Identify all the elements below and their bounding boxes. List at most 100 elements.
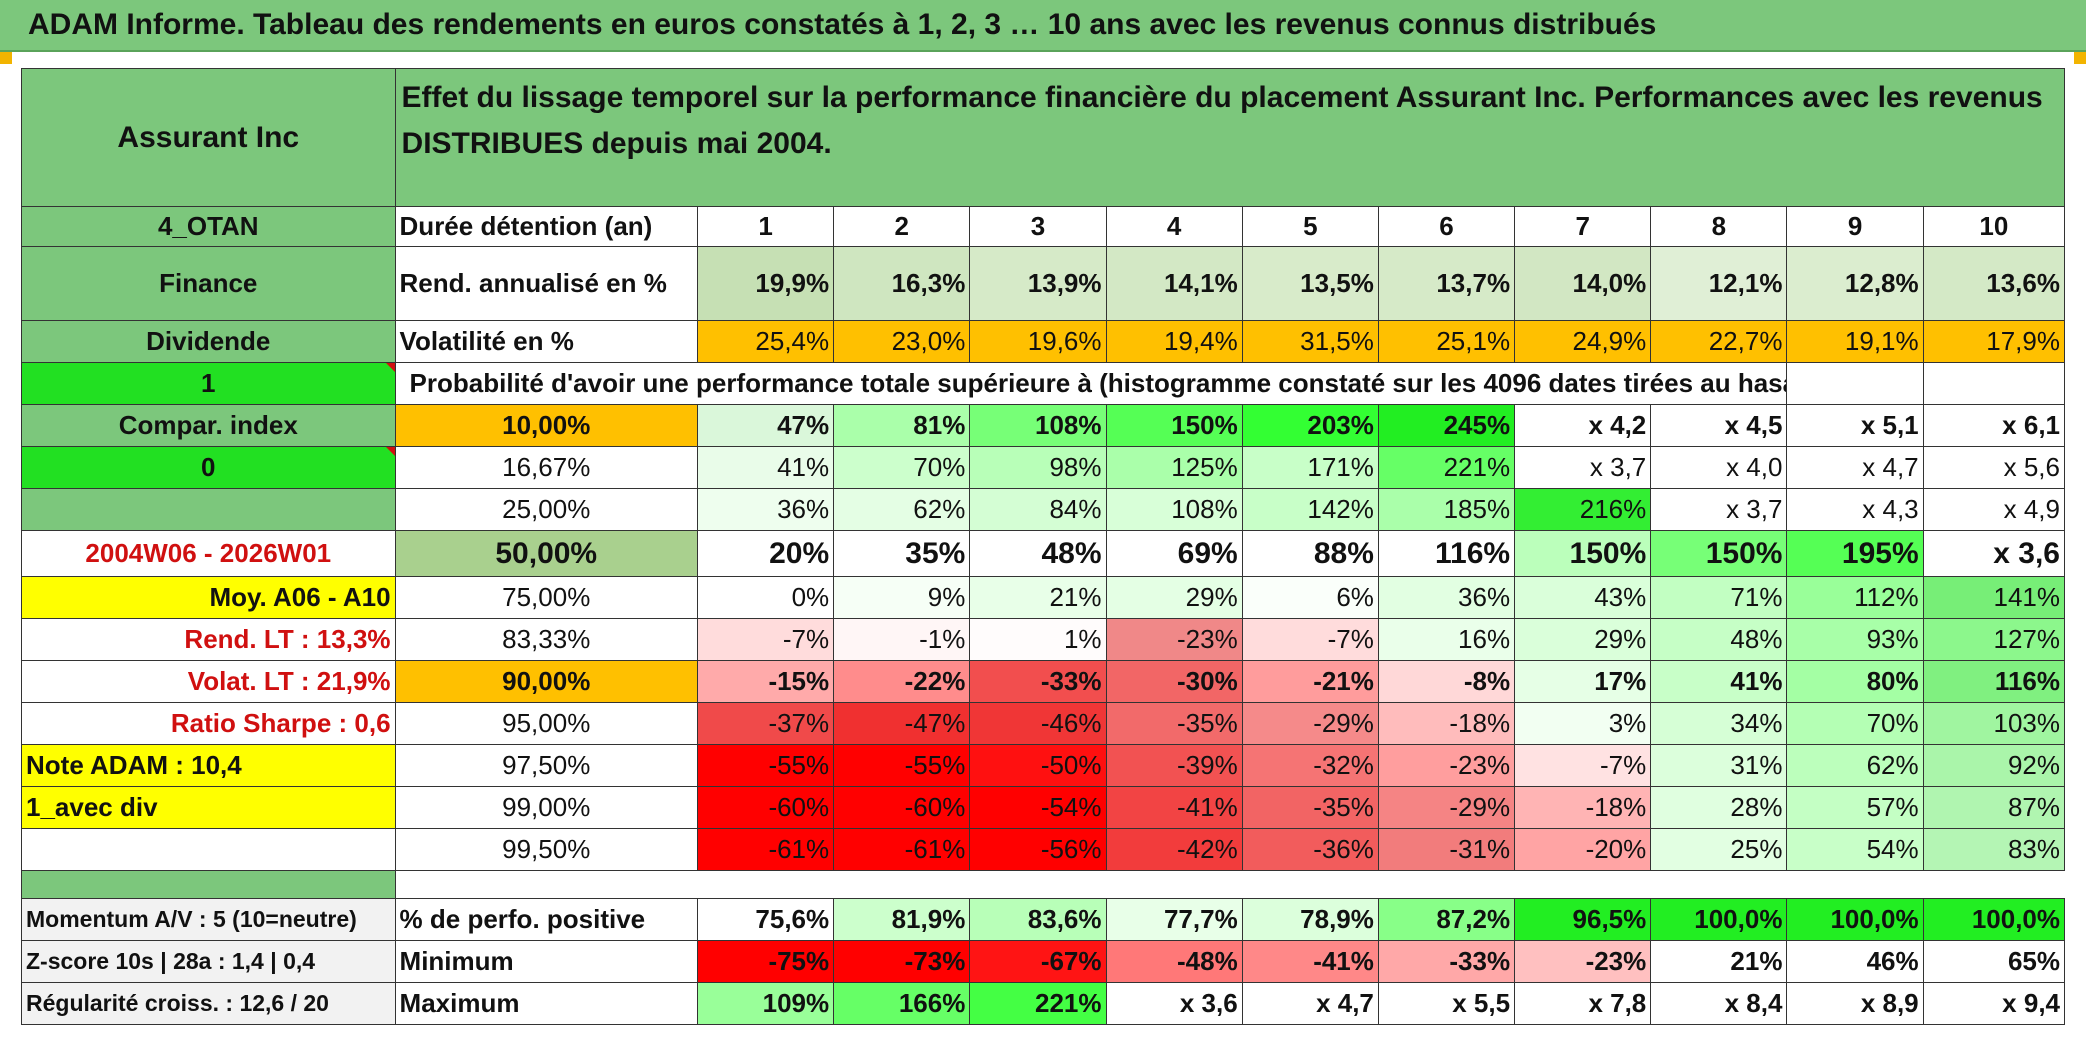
minimum-cell: -48% xyxy=(1105,940,1243,983)
performance-table: Assurant Inc Effet du lissage temporel su… xyxy=(21,68,2066,1025)
percentile-value-cell: 16% xyxy=(1377,618,1516,661)
percentile-value-cell: 62% xyxy=(1786,744,1924,787)
percentile-value-cell: x 5,6 xyxy=(1922,446,2066,489)
volatility-cell: 19,4% xyxy=(1105,320,1243,363)
positive-perf-cell: 87,2% xyxy=(1377,898,1516,941)
maximum-cell: 109% xyxy=(696,982,835,1025)
zscore-label: Z-score 10s | 28a : 1,4 | 0,4 xyxy=(21,940,396,983)
volatility-label: Volatilité en % xyxy=(394,320,698,363)
percentile-value-cell: -20% xyxy=(1514,828,1652,871)
annual-return-cell: 13,6% xyxy=(1922,246,2066,321)
percentile-value-cell: x 3,7 xyxy=(1650,488,1788,531)
percentile-value-cell: -42% xyxy=(1105,828,1243,871)
empty-label xyxy=(21,488,396,531)
maximum-label: Maximum xyxy=(394,982,698,1025)
percentile-value-cell: -33% xyxy=(969,660,1107,703)
percentile-value-cell: 150% xyxy=(1650,530,1788,577)
maximum-cell: x 8,9 xyxy=(1786,982,1924,1025)
positive-label: % de perfo. positive xyxy=(394,898,698,941)
percentile-label: 16,67% xyxy=(394,446,698,489)
percentile-value-cell: 150% xyxy=(1514,530,1652,577)
percentile-value-cell: 221% xyxy=(1377,446,1516,489)
period-label: 2004W06 - 2026W01 xyxy=(21,530,396,577)
maximum-cell: x 8,4 xyxy=(1650,982,1788,1025)
percentile-value-cell: -18% xyxy=(1377,702,1516,745)
percentile-value-cell: 35% xyxy=(833,530,971,577)
table-row: Volat. LT : 21,9% 90,00% -15% -22% -33% -30% -… xyxy=(21,660,2066,703)
percentile-value-cell: -36% xyxy=(1241,828,1379,871)
percentile-value-cell: x 4,7 xyxy=(1786,446,1924,489)
positive-perf-cell: 78,9% xyxy=(1241,898,1379,941)
percentile-value-cell: -7% xyxy=(1241,618,1379,661)
minimum-label: Minimum xyxy=(394,940,698,983)
percentile-value-cell: -23% xyxy=(1105,618,1243,661)
percentile-value-cell: 20% xyxy=(696,530,835,577)
percentile-value-cell: 36% xyxy=(1377,576,1516,619)
percentile-value-cell: -32% xyxy=(1241,744,1379,787)
percentile-label: 50,00% xyxy=(394,530,698,577)
average-label: Moy. A06 - A10 xyxy=(21,576,396,619)
spacer xyxy=(395,870,2065,899)
year-header: 2 xyxy=(833,206,971,247)
percentile-label: 99,50% xyxy=(394,828,698,871)
percentile-value-cell: 108% xyxy=(1105,488,1243,531)
positive-perf-cell: 100,0% xyxy=(1650,898,1788,941)
volatility-cell: 25,4% xyxy=(696,320,835,363)
percentile-value-cell: x 4,0 xyxy=(1650,446,1788,489)
percentile-value-cell: x 5,1 xyxy=(1786,404,1924,447)
annual-return-cell: 16,3% xyxy=(833,246,971,321)
table-row: Moy. A06 - A10 75,00% 0% 9% 21% 29% 6% 36% 43% 71… xyxy=(21,576,2066,619)
percentile-value-cell: 6% xyxy=(1241,576,1379,619)
annual-return-cell: 12,1% xyxy=(1650,246,1788,321)
annual-return-cell: 12,8% xyxy=(1786,246,1924,321)
table-row: Rend. LT : 13,3% 83,33% -7% -1% 1% -23% -7% 16%… xyxy=(21,618,2066,661)
positive-perf-cell: 75,6% xyxy=(696,898,835,941)
percentile-value-cell: -35% xyxy=(1241,786,1379,829)
minimum-cell: 65% xyxy=(1922,940,2066,983)
percentile-value-cell: 25% xyxy=(1650,828,1788,871)
percentile-value-cell: -61% xyxy=(696,828,835,871)
table-row: Note ADAM : 10,4 97,50% -55% -55% -50% -39% -3… xyxy=(21,744,2066,787)
dividend-mode: 1_avec div xyxy=(21,786,396,829)
year-header: 1 xyxy=(696,206,835,247)
percentile-value-cell: -56% xyxy=(969,828,1107,871)
year-header: 3 xyxy=(969,206,1107,247)
percentile-value-cell: x 4,3 xyxy=(1786,488,1924,531)
percentile-value-cell: 48% xyxy=(1650,618,1788,661)
percentile-value-cell: 112% xyxy=(1786,576,1924,619)
percentile-value-cell: 93% xyxy=(1786,618,1924,661)
percentile-value-cell: -30% xyxy=(1105,660,1243,703)
percentile-value-cell: -7% xyxy=(1514,744,1652,787)
percentile-value-cell: 83% xyxy=(1922,828,2066,871)
percentile-value-cell: 116% xyxy=(1922,660,2066,703)
percentile-value-cell: -15% xyxy=(696,660,835,703)
table-row: Z-score 10s | 28a : 1,4 | 0,4 Minimum -75%… xyxy=(21,940,2066,983)
table-row: Compar. index 10,00% 47% 81% 108% 150% 203% 245… xyxy=(21,404,2066,447)
positive-perf-cell: 77,7% xyxy=(1105,898,1243,941)
percentile-value-cell: 216% xyxy=(1514,488,1652,531)
year-header: 10 xyxy=(1922,206,2066,247)
percentile-label: 10,00% xyxy=(394,404,698,447)
annual-return-cell: 19,9% xyxy=(696,246,835,321)
sector-label: Finance xyxy=(21,246,396,321)
percentile-value-cell: -46% xyxy=(969,702,1107,745)
table-row: 1 Probabilité d'avoir une performance tot… xyxy=(21,362,2066,405)
maximum-cell: 221% xyxy=(969,982,1107,1025)
corner-marker xyxy=(2074,52,2086,64)
sharpe-ratio: Ratio Sharpe : 0,6 xyxy=(21,702,396,745)
percentile-value-cell: x 3,6 xyxy=(1922,530,2066,577)
percentile-value-cell: 28% xyxy=(1650,786,1788,829)
volatility-cell: 22,7% xyxy=(1650,320,1788,363)
percentile-value-cell: x 6,1 xyxy=(1922,404,2066,447)
percentile-value-cell: 92% xyxy=(1922,744,2066,787)
percentile-value-cell: 108% xyxy=(969,404,1107,447)
percentile-value-cell: -41% xyxy=(1105,786,1243,829)
volatility-cell: 24,9% xyxy=(1514,320,1652,363)
dividend-label: Dividende xyxy=(21,320,396,363)
volatility-cell: 17,9% xyxy=(1922,320,2066,363)
percentile-value-cell: 29% xyxy=(1105,576,1243,619)
percentile-value-cell: 80% xyxy=(1786,660,1924,703)
annual-return-cell: 14,0% xyxy=(1514,246,1652,321)
positive-perf-cell: 100,0% xyxy=(1786,898,1924,941)
table-row: Finance Rend. annualisé en % 19,9% 16,3% 13,… xyxy=(21,246,2066,321)
